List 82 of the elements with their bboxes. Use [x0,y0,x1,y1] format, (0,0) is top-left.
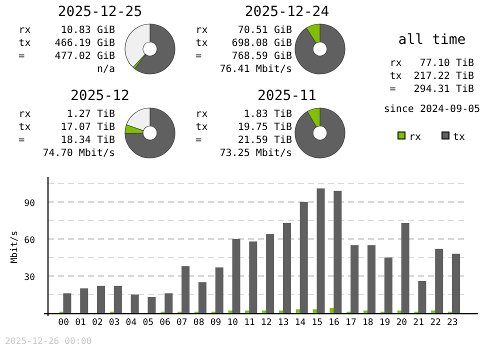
bar [215,267,224,313]
bar [80,288,88,313]
text: = 294.31 TiB [390,84,474,95]
y-axis-title: Mbit/s [10,230,20,264]
x-tick-label: 00 [58,318,70,328]
bar [198,282,206,313]
x-tick-label: 13 [278,318,289,328]
x-tick-label: 10 [227,318,238,328]
bar [350,245,359,313]
donut-slice [294,108,346,158]
legend-label: rx [409,132,422,143]
bar [148,296,156,313]
x-tick-label: 06 [160,318,170,328]
text: 73.25 Mbit/s [220,148,292,159]
bar [418,280,426,313]
text: 74.70 Mbit/s [42,148,115,159]
bar [164,293,173,313]
x-tick-label: 18 [362,318,374,328]
bar [435,248,444,313]
bar [282,222,291,313]
bar [249,241,258,313]
text: rx 77.10 TiB [390,58,474,69]
x-tick-label: 09 [210,318,222,328]
bar [452,254,460,313]
x-tick-label: 12 [261,318,272,328]
x-tick-label: 16 [328,318,340,328]
bar [232,238,240,313]
bar [63,293,72,313]
text: all time [398,32,466,48]
x-tick-label: 01 [75,318,86,328]
text: rx 1.83 TiB [196,109,292,120]
bar [316,188,325,313]
bar [300,202,308,313]
text: tx 698.08 GiB [196,38,292,49]
donut-slice [294,24,346,74]
x-tick-label: 07 [176,318,188,328]
text: rx 70.51 GiB [196,25,292,36]
chart-title: 2025-12-25 [58,4,142,20]
x-tick-label: 08 [193,318,204,328]
x-tick-label: 11 [244,318,255,328]
chart-title: 2025-12-24 [244,4,330,20]
x-tick-label: 20 [396,318,408,328]
text: n/a [96,64,115,75]
x-tick-label: 19 [379,318,390,328]
text: tx 17.07 TiB [18,122,115,133]
x-tick-label: 02 [92,318,103,328]
chart-title: 2025-11 [257,88,317,104]
x-tick-label: 23 [446,318,458,328]
text: tx 217.22 TiB [390,71,474,82]
x-tick-label: 17 [346,318,356,328]
bar [97,286,106,313]
text: = 21.59 TiB [196,135,292,146]
bar [401,222,410,313]
x-tick-label: 15 [312,318,323,328]
text: = 18.34 TiB [18,135,115,146]
text: = 768.59 GiB [196,51,292,62]
bar [182,266,190,313]
x-tick-label: 14 [294,318,306,328]
text: rx 10.83 GiB [18,25,115,36]
y-tick-label: 30 [24,272,35,283]
y-tick-label: 90 [24,198,35,209]
bar [114,286,122,313]
bar [130,294,139,313]
text: since 2024-09-05 [384,104,480,115]
bar [266,234,274,313]
donut-slice [124,108,176,158]
text: 76.41 Mbit/s [220,64,292,75]
text: tx 19.75 TiB [196,122,292,133]
text: = 477.02 GiB [18,51,115,62]
legend-label: tx [453,132,466,143]
x-tick-label: 05 [142,318,154,328]
bar [384,257,392,313]
x-tick-label: 22 [430,318,441,328]
bar [367,245,376,313]
bar [334,190,342,313]
text: rx 1.27 TiB [18,109,115,120]
text: tx 466.19 GiB [18,38,115,49]
chart-title: 2025-12 [70,88,130,104]
x-tick-label: 04 [126,318,137,328]
x-tick-label: 03 [108,318,120,328]
y-tick-label: 60 [24,236,35,246]
x-tick-label: 21 [413,318,424,328]
